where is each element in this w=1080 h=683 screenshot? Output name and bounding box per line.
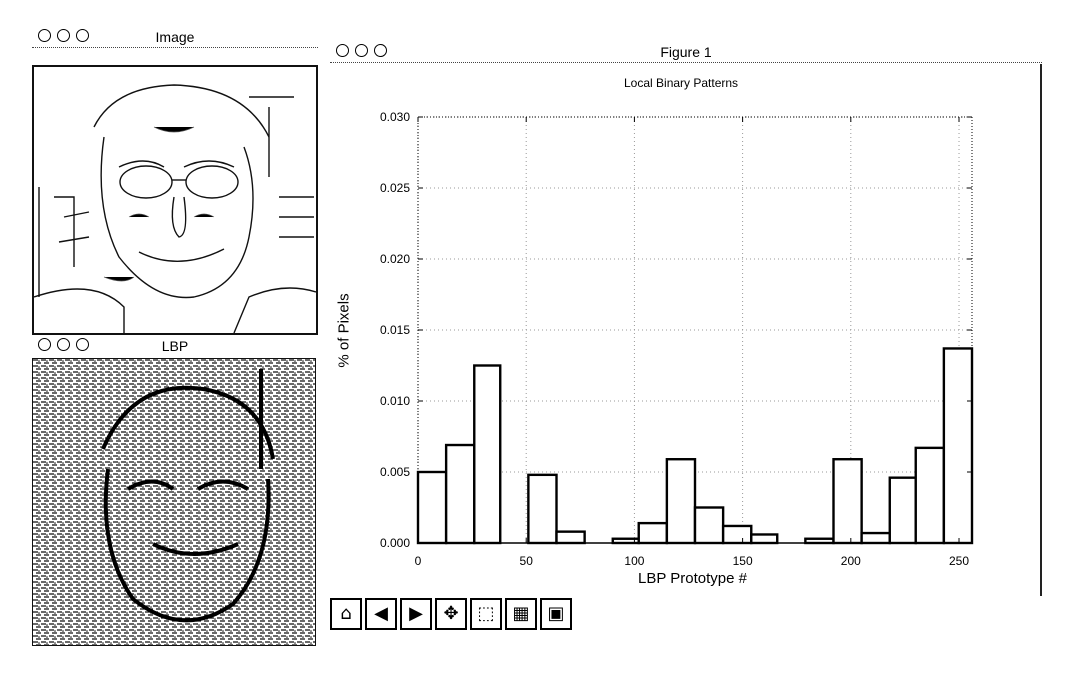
window-controls	[38, 338, 89, 351]
x-tick-label: 150	[733, 554, 753, 568]
histogram-bar	[942, 347, 974, 545]
x-tick-label: 50	[520, 554, 534, 568]
zoom-button[interactable]	[76, 338, 89, 351]
zoom-button[interactable]	[374, 44, 387, 57]
minimize-button[interactable]	[355, 44, 368, 57]
histogram-bar	[832, 458, 863, 545]
histogram-bar	[888, 476, 917, 545]
forward-button[interactable]: ▶	[400, 598, 432, 630]
close-button[interactable]	[38, 29, 51, 42]
window-controls	[336, 44, 387, 57]
histogram-bar	[721, 524, 753, 545]
histogram-bar	[914, 446, 946, 545]
window-title: Image	[155, 29, 195, 45]
y-axis-label: % of Pixels	[335, 293, 353, 368]
y-tick-label: 0.005	[380, 465, 410, 479]
face-image	[32, 65, 318, 335]
forward-arrow-icon: ▶	[409, 603, 423, 624]
image-window-titlebar[interactable]: Image	[32, 25, 318, 48]
save-button[interactable]: ▣	[540, 598, 572, 630]
histogram-bar	[860, 531, 891, 545]
x-axis-label: LBP Prototype #	[638, 570, 747, 587]
face-sketch	[34, 67, 316, 333]
y-tick-label: 0.025	[380, 181, 410, 195]
pan-move-icon: ✥	[443, 603, 459, 624]
subplots-config-icon: ▦	[512, 603, 530, 624]
zoom-rect-icon: ⬚	[477, 603, 495, 624]
window-title: LBP	[161, 338, 189, 354]
histogram-bar	[473, 364, 502, 545]
histogram-bar	[693, 506, 725, 545]
home-icon: ⌂	[340, 603, 352, 624]
histogram-bar	[750, 533, 779, 545]
y-tick-label: 0.010	[380, 394, 410, 408]
close-button[interactable]	[336, 44, 349, 57]
figure-window-titlebar[interactable]: Figure 1	[330, 40, 1042, 63]
histogram-bar	[637, 521, 669, 545]
close-button[interactable]	[38, 338, 51, 351]
pan-button[interactable]: ✥	[435, 598, 467, 630]
save-floppy-icon: ▣	[547, 603, 565, 624]
back-button[interactable]: ◀	[365, 598, 397, 630]
x-tick-label: 200	[841, 554, 861, 568]
figure-toolbar: ⌂ ◀ ▶ ✥ ⬚ ▦ ▣	[330, 598, 572, 634]
y-tick-label: 0.015	[380, 323, 410, 337]
histogram-bar	[555, 530, 586, 545]
lbp-image	[32, 358, 316, 646]
lbp-texture	[33, 359, 315, 645]
minimize-button[interactable]	[57, 338, 70, 351]
histogram-bar	[527, 473, 558, 545]
zoom-button[interactable]	[76, 29, 89, 42]
x-tick-label: 250	[949, 554, 969, 568]
image-window: Image	[32, 25, 318, 335]
y-tick-label: 0.030	[380, 110, 410, 124]
y-tick-label: 0.020	[380, 252, 410, 266]
figure-canvas-border	[330, 64, 1042, 596]
subplots-button[interactable]: ▦	[505, 598, 537, 630]
window-title: Figure 1	[660, 44, 712, 60]
lbp-window: LBP	[32, 336, 318, 648]
lbp-window-titlebar[interactable]: LBP	[32, 336, 318, 358]
y-tick-label: 0.000	[380, 536, 410, 550]
histogram-bar	[416, 470, 448, 545]
histogram-bar	[665, 458, 697, 545]
window-controls	[38, 29, 89, 42]
back-arrow-icon: ◀	[374, 603, 388, 624]
chart-title: Local Binary Patterns	[624, 76, 739, 90]
histogram-bar	[444, 443, 476, 545]
zoom-button[interactable]: ⬚	[470, 598, 502, 630]
x-tick-label: 0	[415, 554, 422, 568]
minimize-button[interactable]	[57, 29, 70, 42]
x-tick-label: 100	[624, 554, 644, 568]
home-button[interactable]: ⌂	[330, 598, 362, 630]
